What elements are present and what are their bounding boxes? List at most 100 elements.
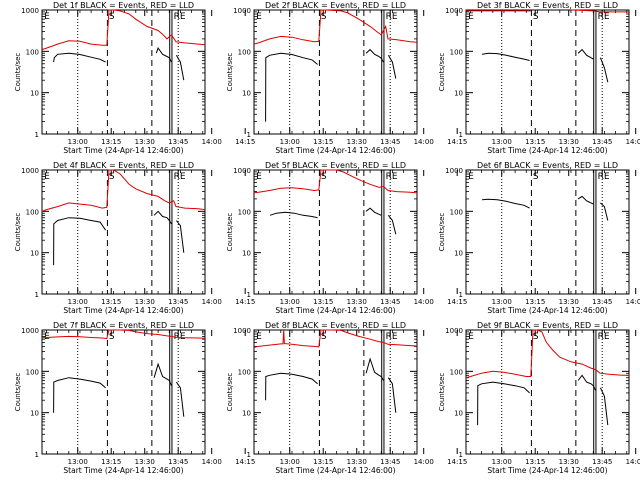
x-tick-label: 13:45 — [168, 138, 188, 146]
series-line-events — [53, 210, 185, 266]
plot-frame — [253, 329, 418, 455]
y-tick-label: 10 — [242, 90, 251, 98]
marker-label-e: E — [468, 12, 474, 22]
x-axis-label: Start Time (24-Apr-14 12:46:00) — [487, 146, 607, 155]
x-tick-label: 13:45 — [380, 138, 400, 146]
marker-label-e: E — [44, 172, 50, 182]
y-tick-label: 1 — [247, 131, 251, 139]
y-tick-label: 10 — [454, 250, 463, 258]
y-axis-label: Counts/sec — [438, 213, 446, 252]
x-tick-label: 14:15 — [235, 298, 255, 306]
series-line-lld — [253, 329, 418, 348]
x-tick-label: 14:00 — [626, 138, 640, 146]
series-line-events — [269, 207, 397, 235]
x-tick-label: 13:15 — [525, 138, 545, 146]
y-tick-label: 10 — [454, 90, 463, 98]
y-tick-label: 10 — [30, 90, 39, 98]
x-tick-label: 13:30 — [347, 138, 367, 146]
marker-label-s: S — [321, 12, 327, 22]
x-axis-label: Start Time (24-Apr-14 12:46:00) — [487, 306, 607, 315]
marker-label-re: RE — [386, 332, 398, 342]
series-line-events — [482, 195, 609, 221]
y-tick-label: 1000 — [233, 327, 251, 335]
marker-label-re: RE — [386, 12, 398, 22]
marker-label-s: S — [533, 12, 539, 22]
x-tick-label: 13:15 — [101, 138, 121, 146]
x-tick-label: 13:00 — [492, 138, 512, 146]
series-line-lld — [466, 9, 629, 13]
chart-title: Det 5f BLACK = Events, RED = LLD — [265, 161, 406, 170]
marker-label-re: RE — [386, 172, 398, 182]
y-tick-label: 1000 — [21, 167, 39, 175]
marker-label-re: RE — [598, 12, 610, 22]
x-tick-label: 13:30 — [347, 458, 367, 466]
chart-panel-6: Det 6f BLACK = Events, RED = LLD 1 10 100 10… — [438, 161, 640, 315]
y-tick-label: 100 — [450, 208, 463, 216]
series-line-events — [482, 48, 609, 83]
series-line-events — [53, 47, 185, 81]
x-tick-label: 13:00 — [68, 138, 88, 146]
plot-frame — [465, 329, 630, 455]
x-tick-label: 14:00 — [414, 138, 434, 146]
x-tick-label: 13:00 — [68, 298, 88, 306]
x-axis-label: Start Time (24-Apr-14 12:46:00) — [487, 466, 607, 475]
x-tick-label: 13:45 — [592, 458, 612, 466]
y-tick-label: 1000 — [21, 327, 39, 335]
chart-title: Det 2f BLACK = Events, RED = LLD — [265, 1, 406, 10]
marker-label-re: RE — [174, 12, 186, 22]
x-axis-label: Start Time (24-Apr-14 12:46:00) — [275, 466, 395, 475]
x-tick-label: 13:30 — [135, 298, 155, 306]
y-tick-label: 100 — [450, 368, 463, 376]
chart-panel-9: Det 9f BLACK = Events, RED = LLD 1 10 100 10… — [438, 321, 640, 475]
x-tick-label: 14:15 — [235, 138, 255, 146]
chart-title: Det 1f BLACK = Events, RED = LLD — [53, 1, 194, 10]
plot-frame — [41, 9, 206, 135]
y-tick-label: 1 — [35, 291, 39, 299]
x-tick-label: 13:00 — [492, 458, 512, 466]
chart-title: Det 3f BLACK = Events, RED = LLD — [477, 1, 618, 10]
plot-frame — [253, 9, 418, 135]
y-tick-label: 100 — [238, 48, 251, 56]
y-tick-label: 10 — [242, 250, 251, 258]
x-tick-label: 13:30 — [559, 458, 579, 466]
y-axis-label: Counts/sec — [226, 213, 234, 252]
series-line-lld — [41, 9, 206, 51]
chart-title: Det 8f BLACK = Events, RED = LLD — [265, 321, 406, 330]
y-tick-label: 1000 — [233, 167, 251, 175]
x-tick-label: 13:45 — [380, 298, 400, 306]
y-axis-label: Counts/sec — [14, 213, 22, 252]
x-tick-label: 13:45 — [168, 458, 188, 466]
chart-panel-5: Det 5f BLACK = Events, RED = LLD 1 10 100 10… — [226, 161, 467, 315]
series-line-events — [265, 357, 397, 413]
plot-frame — [465, 169, 630, 295]
y-tick-label: 10 — [30, 250, 39, 258]
marker-label-e: E — [468, 332, 474, 342]
x-tick-label: 14:00 — [626, 298, 640, 306]
y-tick-label: 10 — [242, 410, 251, 418]
series-line-events — [477, 374, 609, 426]
x-tick-label: 13:45 — [592, 138, 612, 146]
marker-label-s: S — [109, 12, 115, 22]
x-tick-label: 13:15 — [101, 298, 121, 306]
marker-label-e: E — [256, 332, 262, 342]
x-tick-label: 13:30 — [135, 458, 155, 466]
x-axis-label: Start Time (24-Apr-14 12:46:00) — [275, 306, 395, 315]
marker-label-s: S — [533, 332, 539, 342]
x-tick-label: 13:45 — [380, 458, 400, 466]
chart-panel-2: Det 2f BLACK = Events, RED = LLD 1 10 100 10… — [226, 1, 467, 155]
chart-title: Det 9f BLACK = Events, RED = LLD — [477, 321, 618, 330]
y-tick-label: 1 — [459, 451, 463, 459]
marker-label-e: E — [468, 172, 474, 182]
y-axis-label: Counts/sec — [14, 53, 22, 92]
x-tick-label: 13:00 — [492, 298, 512, 306]
x-tick-label: 13:15 — [101, 458, 121, 466]
x-axis-label: Start Time (24-Apr-14 12:46:00) — [275, 146, 395, 155]
chart-panel-4: Det 4f BLACK = Events, RED = LLD 1 10 100 10… — [14, 161, 255, 315]
x-tick-label: 13:00 — [280, 298, 300, 306]
chart-title: Det 7f BLACK = Events, RED = LLD — [53, 321, 194, 330]
x-tick-label: 13:30 — [135, 138, 155, 146]
y-tick-label: 100 — [450, 48, 463, 56]
marker-label-s: S — [109, 172, 115, 182]
series-line-lld — [41, 169, 206, 212]
chart-title: Det 6f BLACK = Events, RED = LLD — [477, 161, 618, 170]
